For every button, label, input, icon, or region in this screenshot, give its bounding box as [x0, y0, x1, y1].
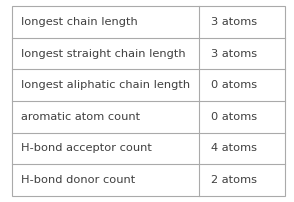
Text: 0 atoms: 0 atoms — [211, 112, 257, 122]
Text: H-bond acceptor count: H-bond acceptor count — [21, 143, 151, 154]
Text: 3 atoms: 3 atoms — [211, 17, 257, 27]
Text: longest chain length: longest chain length — [21, 17, 137, 27]
Text: 3 atoms: 3 atoms — [211, 48, 257, 59]
Text: longest aliphatic chain length: longest aliphatic chain length — [21, 80, 190, 90]
Text: longest straight chain length: longest straight chain length — [21, 48, 185, 59]
Text: H-bond donor count: H-bond donor count — [21, 175, 135, 185]
Text: 0 atoms: 0 atoms — [211, 80, 257, 90]
Text: 2 atoms: 2 atoms — [211, 175, 257, 185]
Text: 4 atoms: 4 atoms — [211, 143, 257, 154]
Text: aromatic atom count: aromatic atom count — [21, 112, 140, 122]
